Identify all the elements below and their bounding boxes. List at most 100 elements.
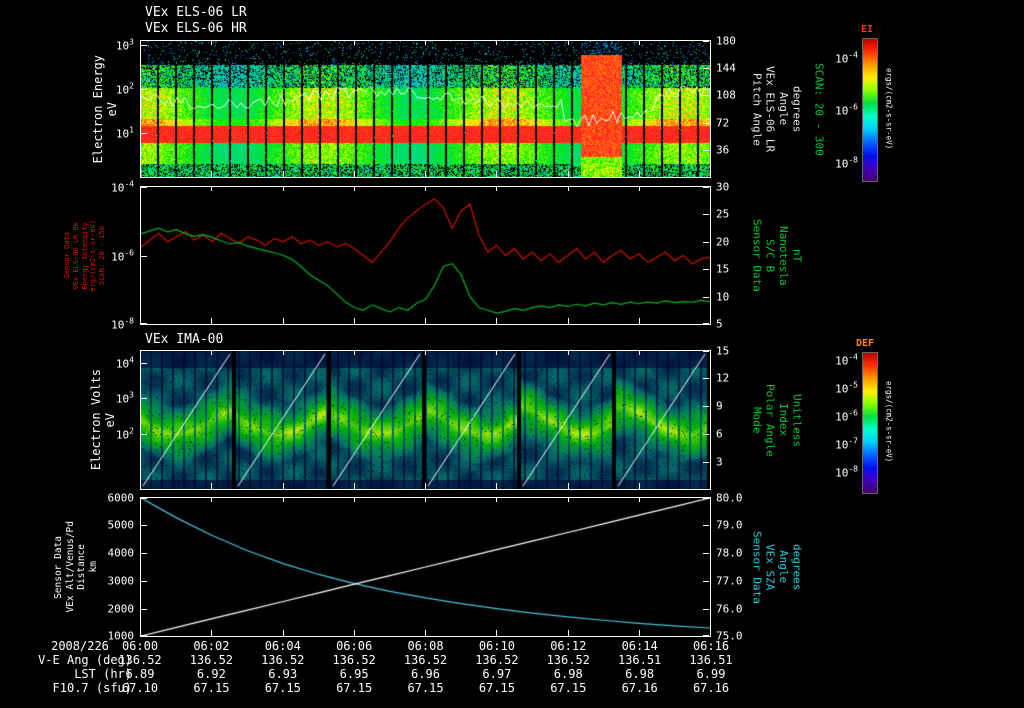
mag-right-tick: 25: [716, 207, 730, 221]
footer-value: 136.52: [261, 653, 305, 667]
ima-spectrogram-panel: [140, 350, 711, 490]
ima-right-axis-label-line: Unitless: [790, 393, 804, 447]
mag-left-tick: 10-8: [111, 316, 134, 331]
els-left-tick: 101: [115, 126, 134, 141]
els-scan-label: SCAN: 20 - 300: [812, 40, 826, 178]
x-tick-mark: [639, 171, 640, 177]
ei-colorbar-tick: 10-6: [835, 103, 858, 118]
mag-left-axis-label-line: SCAN: 20 - 150: [98, 225, 107, 285]
mag-left-tick: 10-6: [111, 248, 134, 263]
y-tick-mark: [141, 133, 147, 134]
y-tick-mark: [703, 95, 709, 96]
ephem-left-tick: 1000: [107, 629, 135, 643]
mag-right-tick: 20: [716, 235, 730, 249]
footer-row-label: LST (hr): [74, 667, 132, 681]
ephem-left-axis-label-line: km: [87, 561, 99, 573]
footer-value: 136.52: [332, 653, 376, 667]
y-tick-mark: [141, 256, 147, 257]
y-tick-mark: [703, 269, 709, 270]
x-tick-mark: [710, 41, 711, 45]
footer-row-label: F10.7 (sfu): [52, 681, 132, 695]
y-tick-mark: [141, 363, 147, 364]
x-tick-mark: [496, 351, 497, 355]
x-tick-mark: [283, 630, 284, 636]
footer-value: 136.52: [118, 653, 162, 667]
x-tick-mark: [211, 318, 212, 324]
els-right-tick: 36: [716, 143, 730, 157]
y-tick-mark: [141, 323, 147, 324]
footer-value: 6.96: [411, 667, 440, 681]
footer-value: 67.15: [407, 681, 444, 695]
x-tick-mark: [568, 483, 569, 489]
x-tick-mark: [211, 351, 212, 355]
footer-value: 67.10: [121, 681, 159, 695]
x-tick-mark: [354, 498, 355, 502]
x-tick-mark: [568, 41, 569, 45]
ima-right-axis-label-line: Polar Angle: [763, 383, 777, 457]
els-right-tick: 144: [716, 61, 736, 75]
plot-title-els-hr: VEx ELS-06 HR: [145, 21, 247, 36]
footer-row-label: V-E Ang (deg): [38, 653, 132, 667]
def-colorbar-units: ergs/(cm2-s-sr-eV): [884, 352, 893, 492]
y-tick-mark: [141, 398, 147, 399]
y-tick-mark: [703, 525, 709, 526]
footer-value: 67.15: [336, 681, 373, 695]
x-tick-mark: [496, 483, 497, 489]
footer-value: 6.95: [339, 667, 369, 681]
els-left-tick: 102: [115, 81, 134, 97]
y-tick-mark: [141, 498, 147, 499]
ephem-right-tick: 76.0: [716, 602, 743, 616]
x-tick-mark: [211, 187, 212, 191]
els-right-axis-label: Pitch Angle VEx ELS-06 LR Angle degrees: [750, 40, 803, 178]
ima-right-tick: 15: [716, 344, 730, 358]
x-tick-mark: [639, 630, 640, 636]
x-tick-mark: [354, 483, 355, 489]
ephem-right-axis-label-line: Sensor Data: [750, 530, 764, 604]
ephem-left-axis-label: Sensor Data VEx Alt/Venus/Pd Distance km: [53, 497, 100, 637]
footer-value: 6.98: [625, 667, 655, 681]
x-tick-mark: [568, 187, 569, 191]
ima-left-tick: 104: [115, 355, 134, 370]
y-tick-mark: [703, 553, 709, 554]
footer-value: 136.52: [403, 653, 448, 667]
ephem-right-axis-label: Sensor Data VEx SZA Angle degrees: [750, 497, 803, 637]
x-tick-mark: [140, 187, 141, 191]
ima-right-axis-label-line: Index: [776, 403, 790, 437]
time-tick-label: 06:12: [550, 639, 587, 653]
ima-right-tick: 3: [716, 455, 723, 469]
y-tick-mark: [141, 581, 147, 582]
def-colorbar-tick: 10-4: [835, 353, 858, 368]
x-tick-mark: [140, 171, 141, 177]
y-tick-mark: [703, 68, 709, 69]
y-tick-mark: [703, 214, 709, 215]
x-tick-mark: [710, 318, 711, 324]
x-tick-mark: [354, 630, 355, 636]
time-tick-label: 06:10: [478, 639, 515, 653]
x-tick-mark: [639, 498, 640, 502]
x-tick-mark: [354, 41, 355, 45]
x-tick-mark: [211, 630, 212, 636]
mag-left-axis-label: Sensor Data VEx ELS-06 LR Bk Energy Intens…: [63, 186, 107, 325]
footer-value: 136.52: [475, 653, 519, 667]
ephem-left-tick: 6000: [107, 491, 135, 505]
x-tick-mark: [639, 187, 640, 191]
ima-left-axis-label: Electron Volts eV: [89, 350, 118, 490]
y-tick-mark: [703, 378, 709, 379]
mag-right-axis-label-line: nT: [790, 248, 804, 263]
mag-right-axis-label: Sensor Data S/C B Nanotesla nT: [750, 186, 804, 325]
ephem-left-axis-label-line: Distance: [76, 544, 88, 590]
footer-value: 67.15: [264, 681, 301, 695]
els-spectrogram-panel: [140, 40, 711, 178]
x-tick-mark: [211, 498, 212, 502]
mag-right-axis-label-line: Nanotesla: [776, 225, 790, 286]
x-tick-mark: [140, 351, 141, 355]
time-tick-label: 06:02: [193, 639, 230, 653]
y-tick-mark: [141, 187, 147, 188]
x-tick-mark: [639, 351, 640, 355]
x-tick-mark: [140, 630, 141, 636]
x-tick-mark: [354, 351, 355, 355]
x-tick-mark: [710, 171, 711, 177]
els-scan-label-line: SCAN: 20 - 300: [812, 62, 826, 156]
x-tick-mark: [496, 630, 497, 636]
